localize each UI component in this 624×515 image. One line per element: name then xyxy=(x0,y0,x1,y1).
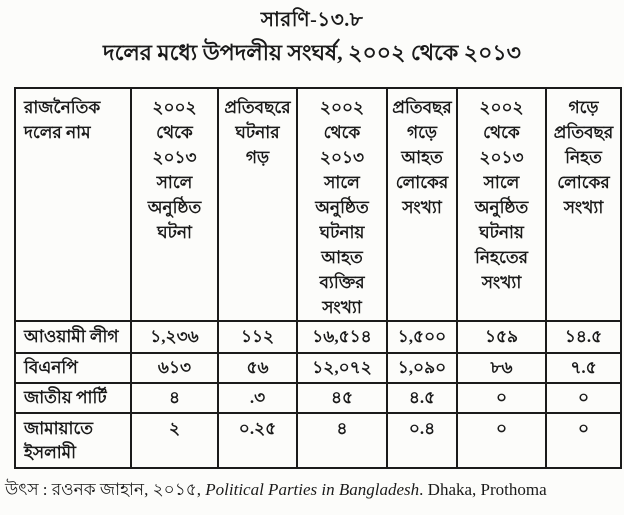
table-row-jamaat-islami: জামায়াতে ইসলামী ২ ০.২৫ ৪ ০.৪ ০ ০ xyxy=(14,412,622,469)
value-cell: ১১২ xyxy=(217,320,298,354)
table-row-jatiya-party: জাতীয় পার্টি ৪ .৩ ৪৫ ৪.৫ ০ ০ xyxy=(14,382,622,414)
value-cell: ৪৫ xyxy=(296,382,388,414)
column-header-killed-2002-2013: ২০০২ থেকে ২০১৩ সালে অনুষ্ঠিত ঘটনায় নিহত… xyxy=(456,87,547,322)
value-cell: ১৫৯ xyxy=(456,320,547,354)
column-header-avg-injured-per-year: প্রতিবছর গড়ে আহত লোকের সংখ্যা xyxy=(386,87,458,322)
value-cell: ১,৫০০ xyxy=(386,320,458,354)
value-cell: ৪ xyxy=(130,382,219,414)
value-cell: ১৬,৫১৪ xyxy=(296,320,388,354)
source-line: উৎস : রওনক জাহান, ২০১৫, Political Partie… xyxy=(5,478,621,502)
value-cell: ০ xyxy=(545,382,622,414)
column-header-events-2002-2013: ২০০২ থেকে ২০১৩ সালে অনুষ্ঠিত ঘটনা xyxy=(130,87,219,322)
value-cell: ০.৪ xyxy=(386,412,458,469)
party-name-cell: বিএনপি xyxy=(14,352,132,384)
value-cell: ১৪.৫ xyxy=(545,320,622,354)
table-row-bnp: বিএনপি ৬১৩ ৫৬ ১২,০৭২ ১,০৯০ ৮৬ ৭.৫ xyxy=(14,352,622,384)
value-cell: ১,২৩৬ xyxy=(130,320,219,354)
party-name-cell: জামায়াতে ইসলামী xyxy=(14,412,132,469)
value-cell: ৫৬ xyxy=(217,352,298,384)
value-cell: ১২,০৭২ xyxy=(296,352,388,384)
value-cell: ৪.৫ xyxy=(386,382,458,414)
column-header-party-name: রাজনৈতিক দলের নাম xyxy=(14,87,132,322)
value-cell: ৭.৫ xyxy=(545,352,622,384)
factional-clashes-table: রাজনৈতিক দলের নাম ২০০২ থেকে ২০১৩ সালে অন… xyxy=(14,87,622,469)
source-publisher: . Dhaka, Prothoma xyxy=(419,480,547,499)
column-header-avg-killed-per-year: গড়ে প্রতিবছর নিহত লোকের সংখ্যা xyxy=(545,87,622,322)
value-cell: ০ xyxy=(456,412,547,469)
value-cell: ২ xyxy=(130,412,219,469)
value-cell: ৮৬ xyxy=(456,352,547,384)
table-subtitle: দলের মধ্যে উপদলীয় সংঘর্ষ, ২০০২ থেকে ২০১… xyxy=(103,40,521,65)
column-header-injured-2002-2013: ২০০২ থেকে ২০১৩ সালে অনুষ্ঠিত ঘটনায় আহত … xyxy=(296,87,388,322)
value-cell: ০ xyxy=(545,412,622,469)
value-cell: .৩ xyxy=(217,382,298,414)
source-label-and-author: উৎস : রওনক জাহান, ২০১৫, xyxy=(5,480,206,499)
value-cell: ৬১৩ xyxy=(130,352,219,384)
table-row-awami-league: আওয়ামী লীগ ১,২৩৬ ১১২ ১৬,৫১৪ ১,৫০০ ১৫৯ ১… xyxy=(14,320,622,354)
value-cell: ০.২৫ xyxy=(217,412,298,469)
table-header-row: রাজনৈতিক দলের নাম ২০০২ থেকে ২০১৩ সালে অন… xyxy=(14,87,622,322)
party-name-cell: জাতীয় পার্টি xyxy=(14,382,132,414)
value-cell: ০ xyxy=(456,382,547,414)
value-cell: ৪ xyxy=(296,412,388,469)
table-number-title: সারণি-১৩.৮ xyxy=(260,9,364,31)
column-header-avg-events-per-year: প্রতিবছরে ঘটনার গড় xyxy=(217,87,298,322)
value-cell: ১,০৯০ xyxy=(386,352,458,384)
party-name-cell: আওয়ামী লীগ xyxy=(14,320,132,354)
source-book-title: Political Parties in Bangladesh xyxy=(205,480,420,499)
